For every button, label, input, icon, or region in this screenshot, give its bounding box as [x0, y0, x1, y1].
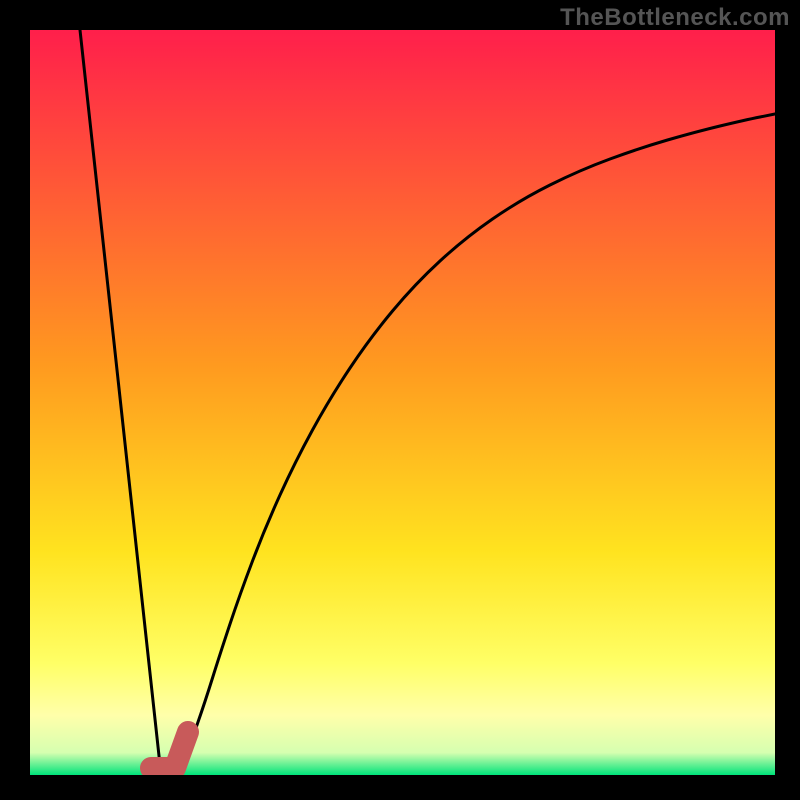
- plot-area: [30, 30, 775, 775]
- chart-container: TheBottleneck.com: [0, 0, 800, 800]
- watermark-text: TheBottleneck.com: [560, 4, 790, 32]
- curves-svg: [30, 30, 775, 775]
- right-curve: [190, 114, 775, 745]
- left-line: [80, 30, 160, 765]
